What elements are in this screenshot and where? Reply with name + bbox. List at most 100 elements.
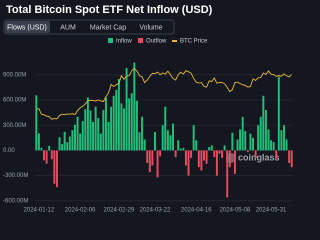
bar <box>37 133 40 151</box>
bar <box>84 109 87 151</box>
bar <box>262 95 265 151</box>
bar <box>166 130 169 151</box>
y-tick-label: 900.00M <box>3 72 26 78</box>
bar <box>143 139 146 151</box>
bar <box>177 140 180 151</box>
bar <box>97 118 100 151</box>
bar <box>107 121 110 151</box>
bar <box>215 150 218 176</box>
legend-label: BTC Price <box>180 39 208 45</box>
bar <box>280 130 283 151</box>
bar <box>40 147 43 151</box>
x-tick-label: 2024-02-29 <box>103 208 134 214</box>
x-tick-label: 2024-05-08 <box>220 208 251 214</box>
bar <box>184 150 187 166</box>
bar <box>223 145 226 151</box>
tab-bar <box>3 19 175 35</box>
bar <box>190 150 193 158</box>
x-tick-label: 2024-01-12 <box>24 208 55 214</box>
bar <box>86 97 89 151</box>
bar <box>226 150 229 198</box>
legend-label: Inflow <box>116 39 132 45</box>
bar <box>272 142 275 151</box>
background <box>0 0 300 216</box>
bar <box>179 148 182 151</box>
bar <box>239 129 242 151</box>
legend-swatch <box>172 40 177 42</box>
bar <box>71 130 74 151</box>
tab[interactable]: Market Cap <box>90 24 126 31</box>
bar <box>68 136 71 151</box>
y-tick-label: -600.00M <box>3 198 28 204</box>
chart: Total Bitcoin Spot ETF Net Inflow (USD) … <box>0 0 300 216</box>
bar <box>92 121 95 151</box>
bar <box>241 116 244 151</box>
bar <box>254 150 257 158</box>
bar <box>104 97 107 151</box>
bar <box>285 139 288 151</box>
x-tick-label: 2024-02-06 <box>65 208 96 214</box>
bar <box>275 150 278 159</box>
bar <box>115 89 118 151</box>
bar <box>94 106 97 151</box>
bar <box>203 150 205 161</box>
bar <box>169 135 172 151</box>
bar <box>290 150 293 168</box>
bar <box>267 129 270 151</box>
bar <box>159 150 162 157</box>
bar <box>174 150 177 158</box>
bar <box>48 145 51 151</box>
bar <box>55 150 58 188</box>
bar <box>99 133 102 151</box>
watermark-logo <box>226 153 236 163</box>
bar <box>210 145 213 151</box>
bar <box>112 95 115 151</box>
bar <box>141 116 144 151</box>
bar <box>128 98 131 151</box>
bar <box>50 150 53 160</box>
bar <box>257 125 260 151</box>
bar <box>182 147 185 151</box>
bar <box>197 150 200 168</box>
bar <box>53 150 56 184</box>
price-line <box>36 67 293 120</box>
bar <box>221 150 224 158</box>
tab[interactable]: AUM <box>60 24 76 31</box>
bar <box>236 139 239 151</box>
legend-swatch <box>108 38 113 43</box>
bar <box>156 150 159 178</box>
bar <box>148 150 151 173</box>
tab[interactable]: Volume <box>139 24 162 31</box>
bar <box>228 150 231 168</box>
y-tick-label: 600.00M <box>3 98 26 104</box>
tab[interactable]: Flows (USD) <box>7 24 47 31</box>
bar <box>213 150 216 158</box>
bar <box>277 76 280 151</box>
bar <box>61 144 64 151</box>
legend-label: Outflow <box>146 39 167 45</box>
bar <box>66 142 69 151</box>
bar <box>288 150 291 163</box>
tab-selected <box>5 21 50 33</box>
bar <box>231 132 234 151</box>
x-tick-label: 2024-04-16 <box>181 208 212 214</box>
bar <box>161 125 164 151</box>
bar <box>151 150 154 166</box>
bar <box>130 93 133 151</box>
bar <box>252 137 254 151</box>
bar <box>120 103 123 151</box>
bar <box>153 131 156 151</box>
bar <box>233 150 236 174</box>
bar <box>205 150 208 164</box>
bar <box>259 116 262 151</box>
bar <box>76 116 79 151</box>
legend-swatch <box>138 38 143 43</box>
bar <box>270 140 273 151</box>
bar <box>244 131 247 151</box>
y-tick-label: 0.00 <box>3 148 15 154</box>
bar <box>208 147 211 151</box>
y-tick-label: -300.00M <box>3 173 28 179</box>
bar <box>172 123 175 151</box>
bar <box>81 121 84 151</box>
bar <box>282 125 285 151</box>
